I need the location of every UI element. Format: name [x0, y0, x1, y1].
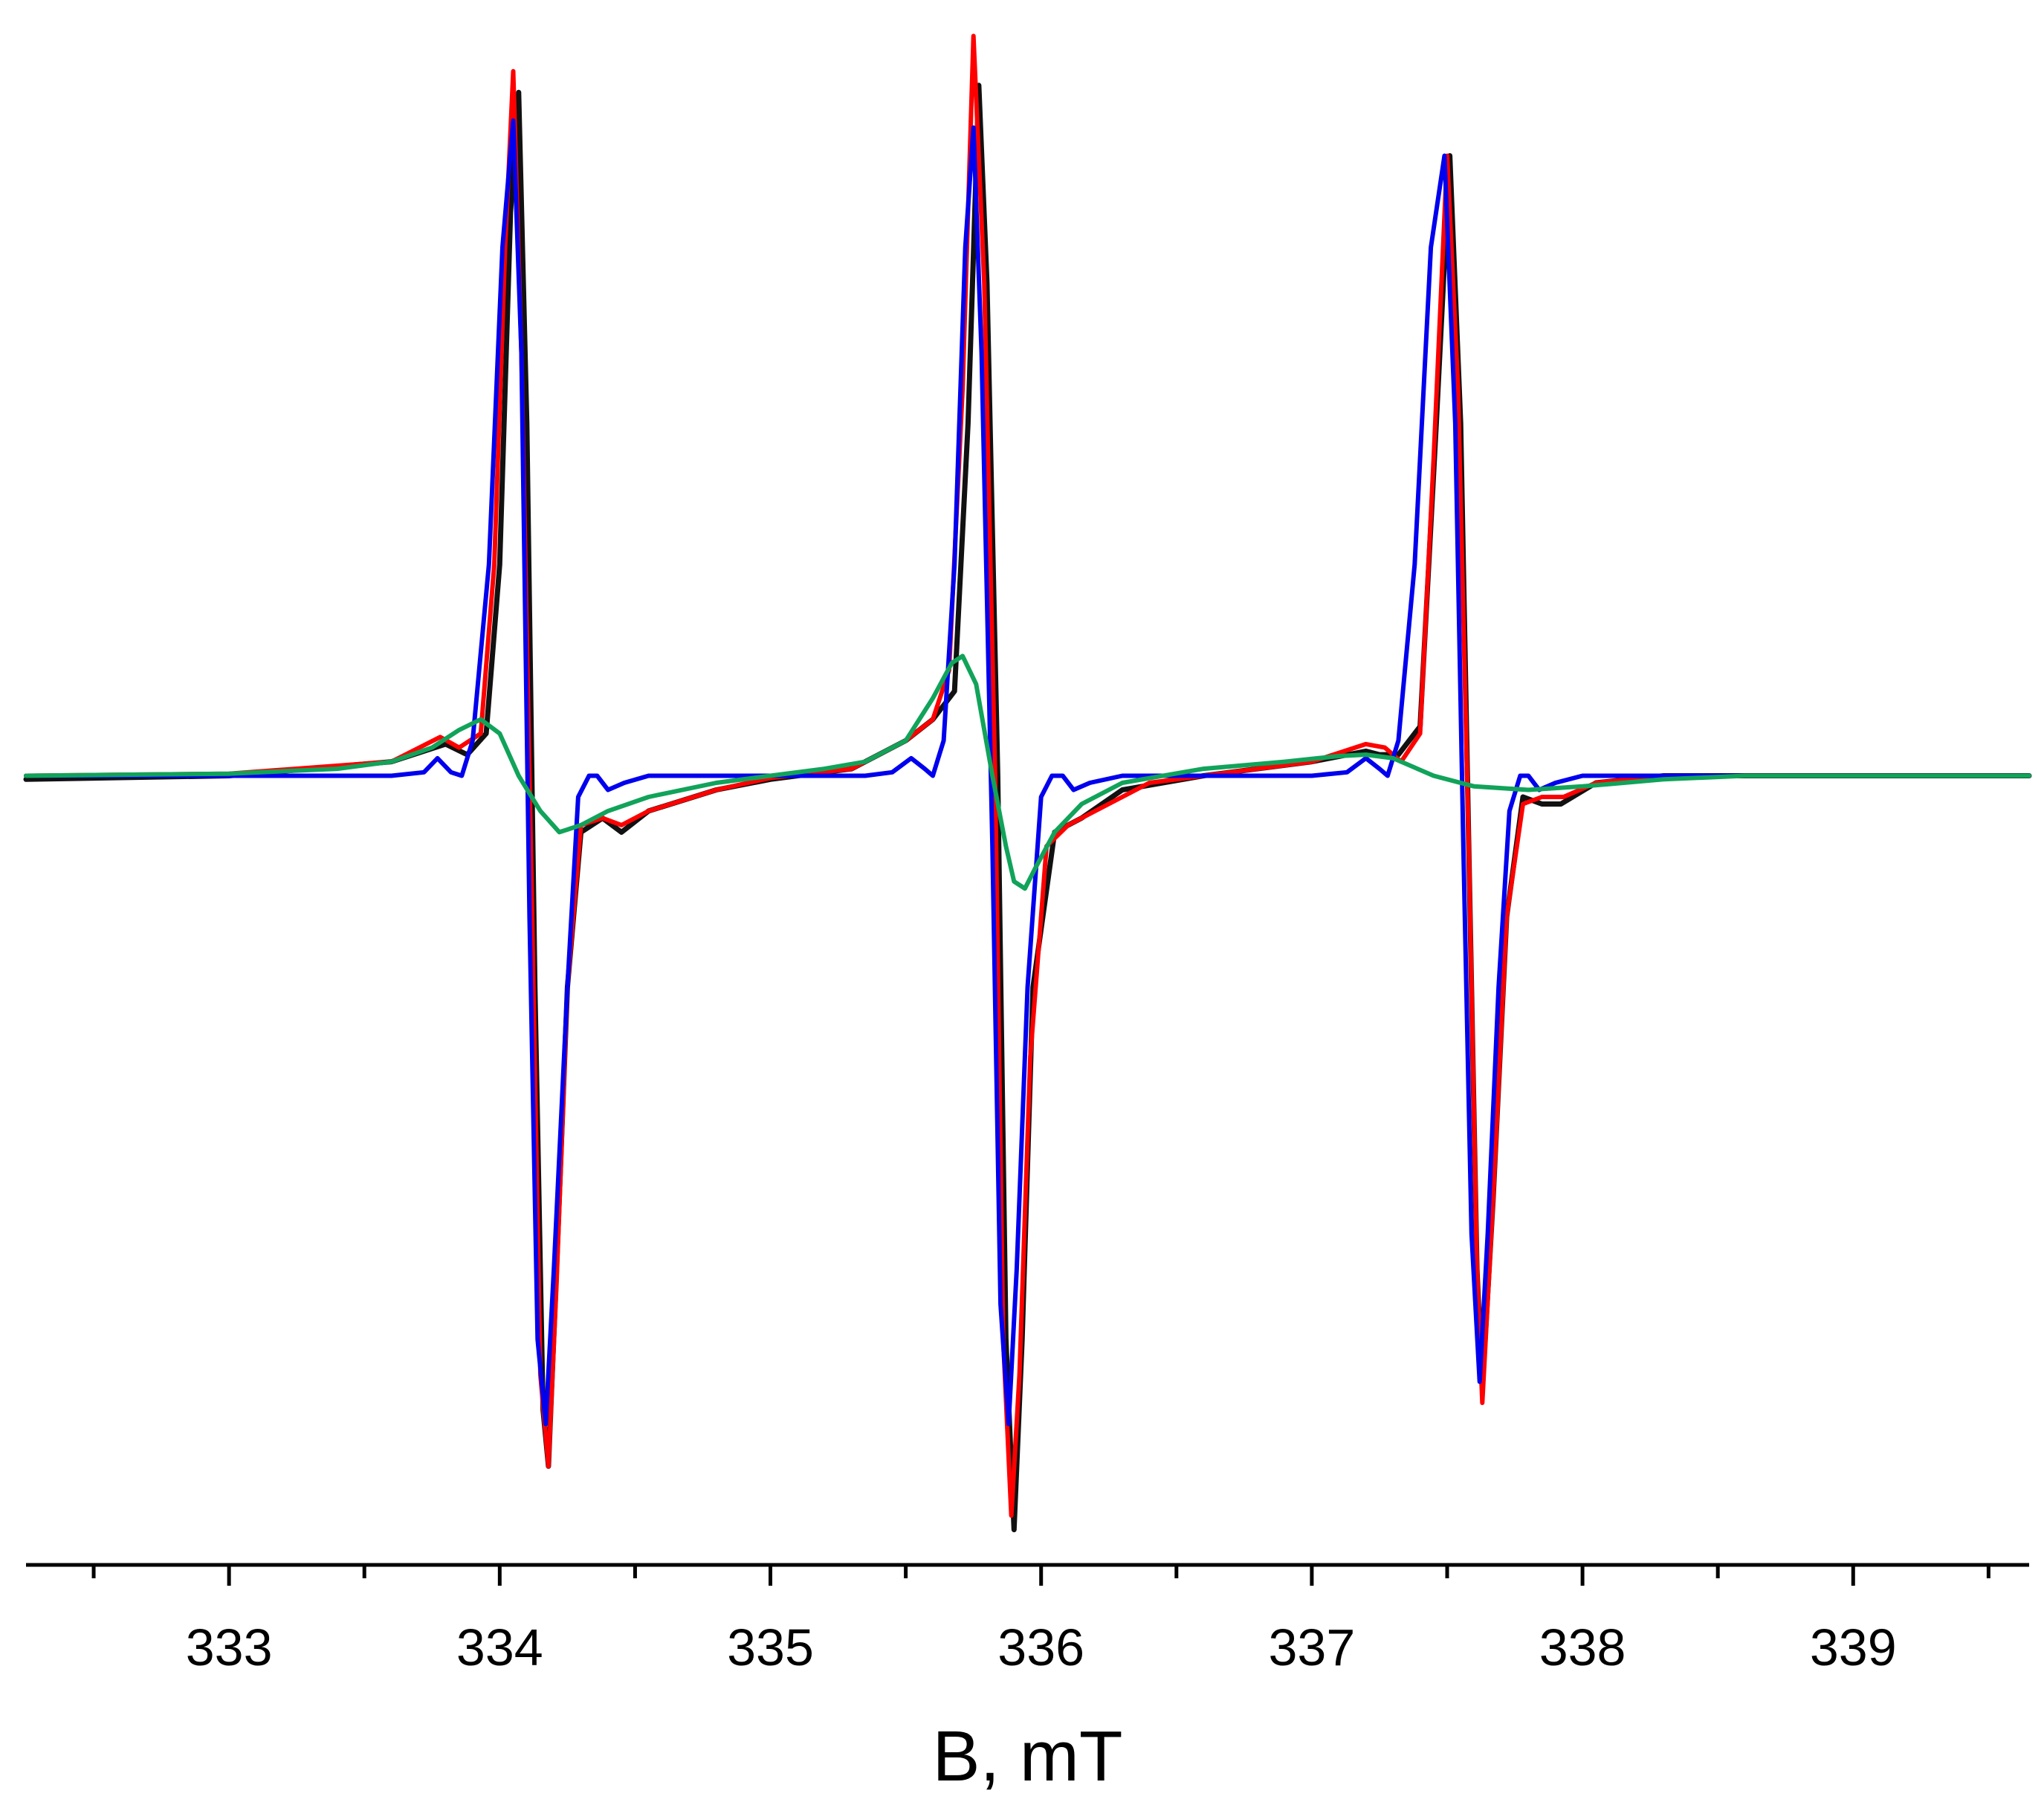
series-line-simulation-component-green [24, 653, 2031, 891]
x-tick-label: 333 [186, 1618, 273, 1676]
x-tick-label: 337 [1269, 1618, 1356, 1676]
x-axis-ticks: 333 334 335 336 337 338 339 [91, 1565, 1990, 1676]
x-tick-label: 334 [456, 1618, 543, 1676]
series-line-simulation-component-blue [24, 118, 2031, 1427]
x-tick-label: 335 [727, 1618, 814, 1676]
x-axis-title: B, mT [933, 1717, 1123, 1796]
x-tick-label: 338 [1539, 1618, 1626, 1676]
x-tick-label: 339 [1810, 1618, 1897, 1676]
series-layer [23, 33, 2032, 1533]
series-line-experimental [23, 83, 2032, 1533]
x-tick-label: 336 [997, 1618, 1084, 1676]
x-axis: 333 334 335 336 337 338 339 [26, 1563, 2029, 1676]
